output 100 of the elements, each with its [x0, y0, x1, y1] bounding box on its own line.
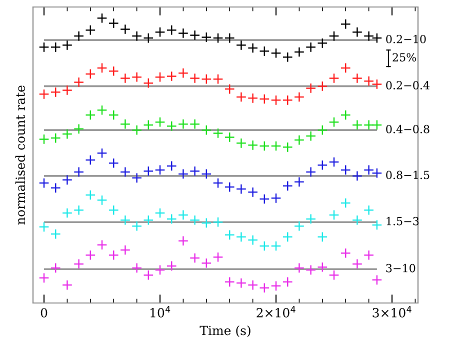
point	[132, 262, 142, 274]
point	[166, 214, 177, 224]
point	[340, 18, 351, 30]
point	[190, 118, 200, 130]
point	[340, 248, 351, 258]
point	[50, 42, 61, 52]
point	[317, 80, 328, 92]
point	[224, 276, 235, 288]
point	[178, 168, 188, 180]
point	[143, 32, 154, 44]
point	[340, 62, 351, 74]
point	[352, 170, 362, 182]
point	[178, 28, 188, 38]
point	[224, 182, 235, 192]
point	[364, 120, 374, 130]
point	[372, 168, 382, 178]
point	[248, 280, 258, 290]
point	[166, 24, 177, 36]
series-label: 3−10	[386, 264, 416, 272]
point	[224, 230, 235, 240]
point	[259, 240, 270, 252]
point	[120, 244, 130, 256]
point	[212, 74, 224, 84]
point	[236, 232, 246, 242]
point	[282, 276, 293, 288]
point	[132, 72, 142, 82]
point	[352, 72, 362, 84]
point	[282, 180, 293, 192]
point	[85, 190, 96, 200]
point	[328, 116, 340, 128]
point	[364, 250, 374, 260]
point	[270, 94, 282, 106]
point	[259, 94, 270, 104]
point	[143, 214, 154, 226]
point	[154, 26, 166, 38]
point	[224, 132, 235, 142]
point	[372, 32, 382, 44]
point	[132, 172, 142, 184]
point	[190, 30, 200, 40]
point	[236, 40, 246, 50]
point	[120, 72, 130, 84]
y-axis-title: normalised count rate	[15, 86, 26, 225]
point	[108, 158, 119, 168]
series-label: 0.2−10	[386, 34, 426, 44]
x-axis-title: Time (s)	[200, 326, 250, 337]
point	[372, 120, 382, 130]
point	[259, 46, 270, 56]
point	[178, 68, 188, 78]
point	[259, 282, 270, 294]
point	[340, 198, 351, 208]
point	[340, 164, 351, 176]
point	[372, 78, 382, 90]
point	[270, 240, 282, 252]
point	[201, 258, 212, 268]
point	[270, 192, 282, 204]
point	[201, 32, 212, 42]
point	[190, 166, 200, 176]
point	[364, 30, 374, 42]
point	[352, 120, 362, 130]
point	[74, 166, 84, 178]
point	[248, 42, 258, 54]
point	[306, 130, 316, 142]
point	[62, 128, 73, 140]
point	[120, 24, 130, 35]
point	[62, 174, 73, 186]
point	[96, 240, 108, 250]
point	[38, 134, 50, 144]
point	[62, 84, 73, 96]
point	[294, 176, 304, 188]
point	[201, 218, 212, 228]
point	[108, 18, 119, 29]
point	[259, 140, 270, 152]
point	[352, 258, 362, 270]
point	[212, 252, 224, 262]
point	[294, 134, 304, 146]
point	[62, 40, 73, 50]
point	[96, 148, 108, 158]
point	[270, 280, 282, 292]
point	[50, 262, 61, 274]
point	[201, 124, 212, 136]
point	[294, 46, 304, 58]
point	[372, 220, 382, 230]
series-label: 0.8−1.5	[386, 170, 430, 180]
point	[62, 280, 73, 290]
point	[248, 92, 258, 104]
point	[328, 270, 340, 280]
point	[120, 214, 130, 226]
point	[120, 118, 130, 130]
point	[306, 166, 316, 178]
point	[74, 258, 84, 270]
point	[154, 264, 166, 276]
point	[270, 48, 282, 58]
point	[108, 204, 119, 216]
point	[259, 194, 270, 204]
point	[132, 220, 142, 232]
point	[96, 62, 108, 74]
point	[132, 30, 142, 42]
point	[143, 166, 154, 176]
point	[154, 116, 166, 128]
point	[317, 262, 328, 272]
